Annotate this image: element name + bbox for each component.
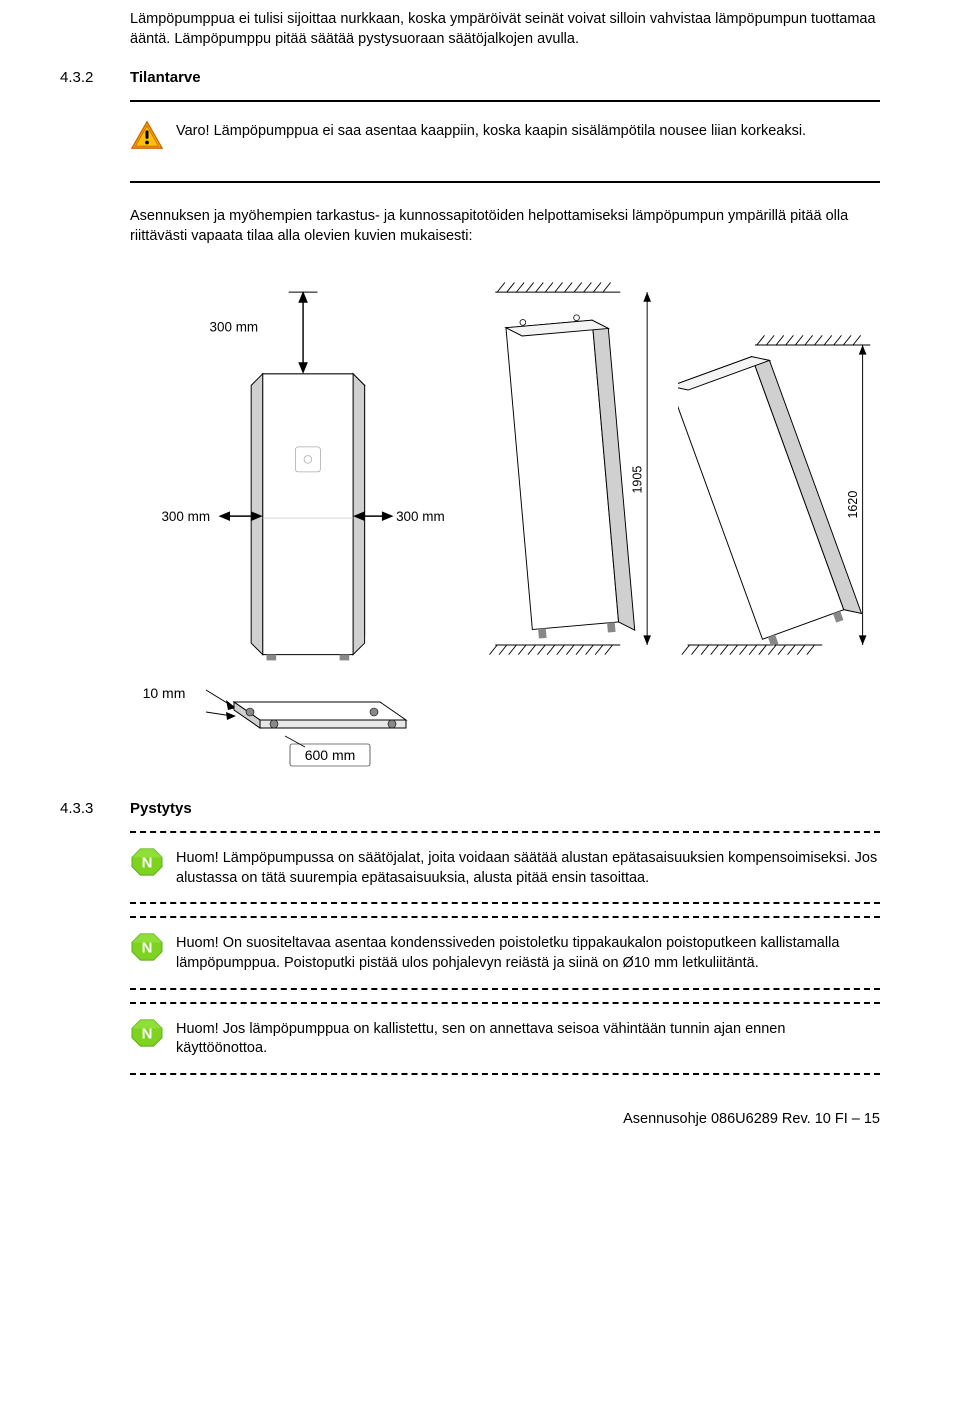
clearance-height-1905-icon: 1905 bbox=[476, 270, 678, 670]
clearance-front-view-icon: 300 mm bbox=[130, 270, 476, 670]
caution-body: Lämpöpumppua ei saa asentaa kaappiin, ko… bbox=[210, 123, 806, 139]
caution-box: Varo! Lämpöpumppua ei saa asentaa kaappi… bbox=[130, 100, 880, 183]
page-footer: Asennusohje 086U6289 Rev. 10 FI – 15 bbox=[60, 1111, 880, 1127]
svg-text:N: N bbox=[142, 1025, 153, 1042]
caution-label: Varo! bbox=[176, 123, 210, 139]
dim-h1: 1905 bbox=[631, 466, 645, 494]
note-octagon-icon: N bbox=[130, 847, 164, 877]
svg-text:N: N bbox=[142, 940, 153, 957]
note-octagon-icon: N bbox=[130, 932, 164, 962]
dim-left: 300 mm bbox=[161, 509, 210, 524]
section-number: 4.3.2 bbox=[60, 69, 130, 86]
section-header-tilantarve: 4.3.2 Tilantarve bbox=[60, 69, 880, 86]
dim-top: 300 mm bbox=[210, 320, 259, 335]
note-octagon-icon: N bbox=[130, 1018, 164, 1048]
section-title: Tilantarve bbox=[130, 69, 201, 86]
section-title: Pystytys bbox=[130, 800, 192, 817]
note-box-3: N Huom! Jos lämpöpumppua on kallistettu,… bbox=[130, 1002, 880, 1075]
dim-width: 600 mm bbox=[305, 747, 356, 763]
note-text: Huom! Jos lämpöpumppua on kallistettu, s… bbox=[176, 1018, 880, 1059]
caution-triangle-icon bbox=[130, 120, 164, 150]
note-text: Huom! On suositeltavaa asentaa kondenssi… bbox=[176, 932, 880, 973]
note-box-1: N Huom! Lämpöpumpussa on säätöjalat, joi… bbox=[130, 831, 880, 904]
section-number: 4.3.3 bbox=[60, 800, 130, 817]
clearance-diagram: 300 mm bbox=[130, 270, 880, 782]
note-text: Huom! Lämpöpumpussa on säätöjalat, joita… bbox=[176, 847, 880, 888]
section-header-pystytys: 4.3.3 Pystytys bbox=[60, 800, 880, 817]
note-box-2: N Huom! On suositeltavaa asentaa kondens… bbox=[130, 916, 880, 989]
clearance-height-1620-icon: 1620 bbox=[678, 270, 880, 670]
dim-h2: 1620 bbox=[846, 491, 860, 519]
intro-paragraph: Lämpöpumppua ei tulisi sijoittaa nurkkaa… bbox=[130, 10, 880, 49]
dim-front-gap: 10 mm bbox=[143, 685, 186, 701]
svg-text:N: N bbox=[142, 855, 153, 872]
clearance-base-view-icon: 10 mm 600 mm bbox=[130, 662, 510, 782]
dim-right: 300 mm bbox=[396, 509, 445, 524]
clearance-info: Asennuksen ja myöhempien tarkastus- ja k… bbox=[130, 207, 880, 246]
caution-text: Varo! Lämpöpumppua ei saa asentaa kaappi… bbox=[176, 120, 806, 142]
